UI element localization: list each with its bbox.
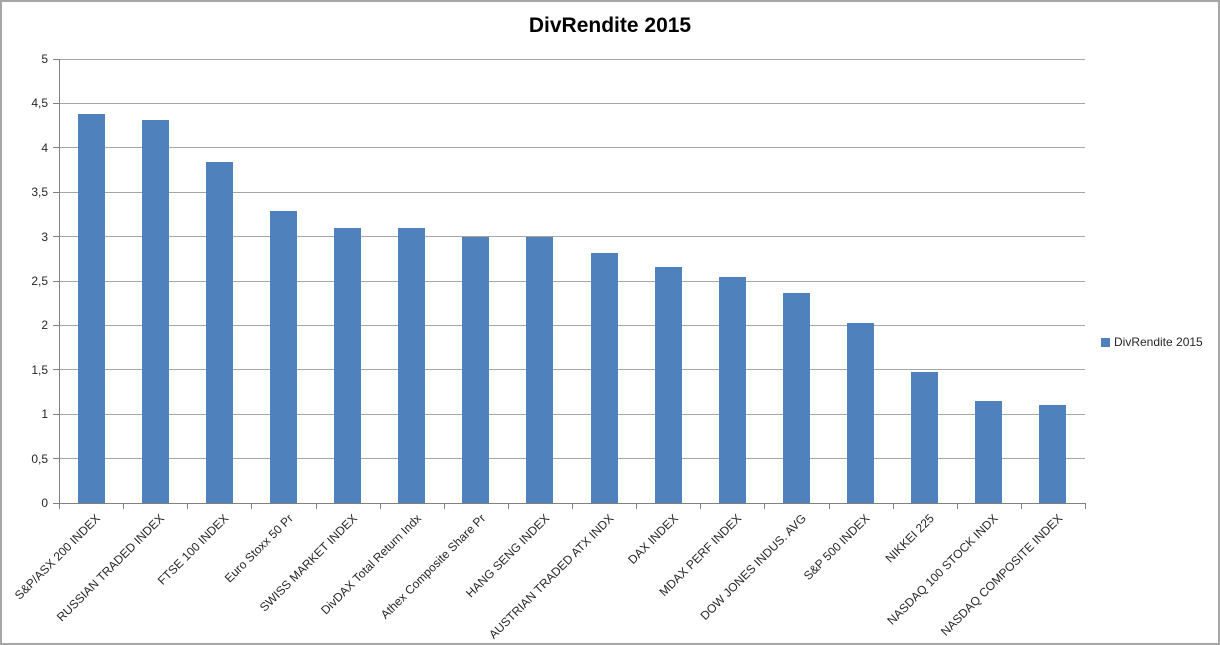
- x-axis-tick: [1020, 503, 1022, 509]
- bar: [269, 210, 297, 503]
- x-axis-tick: [892, 503, 894, 509]
- y-axis-tick-label: 3: [41, 229, 48, 244]
- gridline: [59, 58, 1085, 60]
- x-axis-tick: [123, 503, 125, 509]
- y-axis-tick-label: 0: [41, 496, 48, 510]
- y-axis-tick: [53, 324, 59, 326]
- x-axis-category-label: NASDAQ COMPOSITE INDEX: [937, 511, 1066, 639]
- x-axis-tick: [572, 503, 573, 509]
- y-axis-tick-label: 4,5: [31, 96, 48, 111]
- y-axis-tick: [53, 102, 59, 104]
- gridline: [59, 147, 1085, 149]
- x-axis-category-label: AUSTRIAN TRADED ATX INDX: [485, 511, 617, 642]
- bar: [462, 236, 490, 503]
- y-axis-tick: [53, 147, 59, 149]
- y-axis-tick-label: 1: [41, 407, 48, 422]
- y-axis-tick-label: 1,5: [31, 362, 48, 377]
- y-axis-tick-label: 0,5: [31, 451, 48, 466]
- bar: [847, 322, 875, 503]
- x-axis-tick: [1085, 503, 1086, 509]
- gridline: [59, 102, 1085, 104]
- bar: [654, 266, 682, 503]
- x-axis-tick: [59, 503, 60, 509]
- y-axis-tick: [53, 413, 59, 415]
- x-axis-line: [59, 503, 1085, 504]
- legend-marker-icon: [1101, 337, 1110, 347]
- y-axis-tick-label: 4: [41, 140, 48, 155]
- bar: [526, 236, 554, 503]
- x-axis-category-label: Athex Composite Share Pr: [377, 511, 489, 622]
- bar: [911, 371, 939, 503]
- x-axis-tick: [764, 503, 766, 509]
- x-axis-category-label: DOW JONES INDUS. AVG: [697, 511, 809, 623]
- y-axis-tick: [53, 191, 59, 193]
- x-axis-tick: [636, 503, 638, 509]
- y-axis-tick: [53, 369, 59, 371]
- bar: [590, 253, 618, 503]
- x-axis-category-label: NASDAQ 100 STOCK INDX: [884, 511, 1002, 628]
- y-axis-tick: [53, 280, 59, 282]
- x-axis-category-label: RUSSIAN TRADED INDEX: [54, 511, 168, 625]
- legend-label: DivRendite 2015: [1114, 335, 1203, 349]
- y-axis-line: [59, 59, 60, 503]
- bar: [77, 114, 105, 503]
- x-axis-tick: [956, 503, 958, 509]
- x-axis-tick: [828, 503, 830, 509]
- y-axis-tick-label: 2: [41, 318, 48, 333]
- bar: [141, 120, 169, 503]
- legend: DivRendite 2015: [1101, 335, 1203, 349]
- y-axis-tick-label: 3,5: [31, 185, 48, 200]
- bar: [975, 400, 1003, 503]
- x-axis-tick: [379, 503, 381, 509]
- x-axis-tick: [443, 503, 445, 509]
- bar: [205, 162, 233, 503]
- y-axis-tick: [53, 502, 59, 504]
- bar: [334, 227, 362, 503]
- x-axis-category-label: DAX INDEX: [624, 511, 681, 567]
- x-axis-tick: [187, 503, 189, 509]
- y-axis-tick: [53, 58, 59, 60]
- bar: [398, 227, 426, 503]
- x-axis-category-label: S&P 500 INDEX: [801, 511, 873, 583]
- x-axis-tick: [315, 503, 317, 509]
- bar: [718, 277, 746, 503]
- y-axis-tick-label: 5: [41, 52, 48, 66]
- x-axis-tick: [700, 503, 702, 509]
- y-axis-tick: [53, 236, 59, 238]
- chart-title: DivRendite 2015: [528, 14, 692, 37]
- y-axis-tick: [53, 458, 59, 460]
- bar: [1039, 405, 1067, 503]
- x-axis-tick: [251, 503, 253, 509]
- x-axis-tick: [507, 503, 509, 509]
- x-axis-category-label: FTSE 100 INDEX: [155, 511, 232, 588]
- y-axis-tick-label: 2,5: [31, 274, 48, 288]
- x-axis-category-label: Euro Stoxx 50 Pr: [221, 511, 296, 586]
- x-axis-category-label: NIKKEI 225: [882, 511, 937, 566]
- bar: [782, 292, 810, 503]
